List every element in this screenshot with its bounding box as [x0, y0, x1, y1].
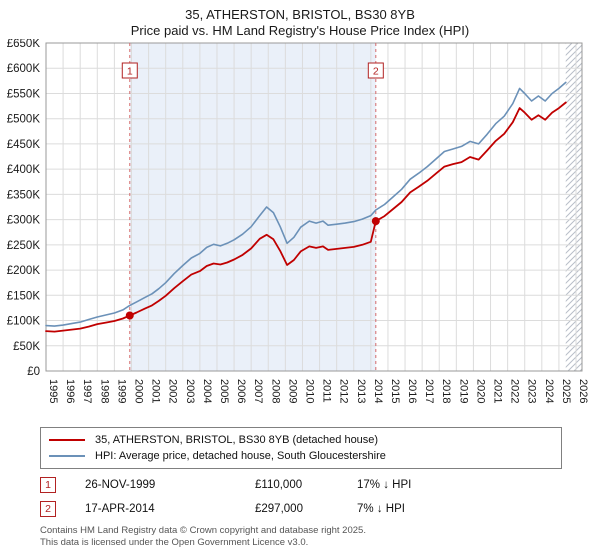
- future-hatch-region: [565, 43, 582, 371]
- page-subtitle: Price paid vs. HM Land Registry's House …: [130, 23, 470, 38]
- price-series-swatch: [49, 439, 85, 441]
- x-tick-label: 2024: [543, 379, 555, 403]
- x-tick-label: 2005: [218, 379, 230, 403]
- transaction-2-date: 17-APR-2014: [85, 503, 155, 515]
- y-tick-label: £600K: [7, 63, 41, 75]
- transaction-2-hpi-delta: 7% ↓ HPI: [357, 503, 405, 515]
- hpi-series-line: [45, 81, 567, 327]
- transaction-row: 2 17-APR-2014 £297,000 7% ↓ HPI: [40, 501, 600, 517]
- y-tick-label: £350K: [7, 189, 41, 201]
- x-tick-label: 2009: [286, 379, 298, 403]
- legend-item-hpi: HPI: Average price, detached house, Sout…: [49, 448, 553, 464]
- legend-label-price: 35, ATHERSTON, BRISTOL, BS30 8YB (detach…: [95, 434, 379, 446]
- x-tick-label: 2017: [423, 379, 435, 403]
- y-tick-label: £300K: [7, 215, 41, 227]
- x-tick-label: 2003: [184, 379, 196, 403]
- y-tick-label: £50K: [13, 341, 40, 353]
- transaction-2-badge: 2: [40, 501, 56, 517]
- transaction-1-price: £110,000: [255, 479, 303, 491]
- y-tick-label: £450K: [7, 139, 41, 151]
- x-tick-label: 2020: [474, 379, 486, 403]
- x-tick-label: 2012: [338, 379, 350, 403]
- x-tick-label: 2006: [235, 379, 247, 403]
- x-tick-label: 2007: [252, 379, 264, 403]
- x-tick-label: 2026: [577, 379, 589, 403]
- x-tick-label: 2010: [303, 379, 315, 403]
- x-tick-label: 2000: [132, 379, 144, 403]
- y-tick-label: £500K: [7, 114, 41, 126]
- chart-titles: 35, ATHERSTON, BRISTOL, BS30 8YB Price p…: [0, 0, 600, 39]
- footer-line-2: This data is licensed under the Open Gov…: [40, 536, 309, 548]
- x-tick-label: 1995: [47, 379, 59, 403]
- transaction-1-hpi-delta: 17% ↓ HPI: [357, 479, 412, 491]
- y-tick-label: £0: [27, 366, 40, 378]
- x-tick-label: 1998: [98, 379, 110, 403]
- x-tick-label: 2016: [406, 379, 418, 403]
- sale-number-badge: [367, 62, 384, 79]
- transaction-row: 1 26-NOV-1999 £110,000 17% ↓ HPI: [40, 477, 600, 493]
- sale-number-badge: [121, 62, 138, 79]
- x-tick-label: 2018: [440, 379, 452, 403]
- price-chart: 1 2 £0 £50K £100K £150K £200K £250K £300K £350K £4…: [7, 39, 589, 403]
- x-tick-label: 1999: [115, 379, 127, 403]
- y-tick-label: £200K: [7, 265, 41, 277]
- y-tick-label: £250K: [7, 240, 41, 252]
- transaction-2-price: £297,000: [255, 503, 303, 515]
- hpi-series-swatch: [49, 455, 85, 457]
- x-tick-label: 2022: [509, 379, 521, 403]
- x-tick-label: 2004: [201, 379, 213, 403]
- y-tick-label: £650K: [7, 39, 41, 50]
- x-tick-label: 1997: [81, 379, 93, 403]
- plot-border: [45, 42, 583, 372]
- sale-number-label: 2: [373, 66, 379, 78]
- between-sales-shading: [129, 43, 376, 371]
- chart-legend: 35, ATHERSTON, BRISTOL, BS30 8YB (detach…: [40, 427, 562, 469]
- x-tick-label: 2021: [492, 379, 504, 403]
- x-tick-label: 2023: [526, 379, 538, 403]
- y-tick-label: £100K: [7, 316, 41, 328]
- transaction-1-date: 26-NOV-1999: [85, 479, 156, 491]
- y-tick-label: £150K: [7, 290, 41, 302]
- sale-point-dot: [371, 217, 380, 226]
- legend-item-price: 35, ATHERSTON, BRISTOL, BS30 8YB (detach…: [49, 432, 553, 448]
- copyright-footer: Contains HM Land Registry data © Crown c…: [40, 525, 600, 548]
- page-title: 35, ATHERSTON, BRISTOL, BS30 8YB: [185, 7, 415, 22]
- x-tick-label: 2008: [269, 379, 281, 403]
- sale-number-label: 1: [127, 66, 133, 78]
- x-tick-label: 2001: [150, 379, 162, 403]
- x-tick-label: 2019: [457, 379, 469, 403]
- transaction-1-badge: 1: [40, 477, 56, 493]
- y-tick-label: £550K: [7, 88, 41, 100]
- legend-label-hpi: HPI: Average price, detached house, Sout…: [95, 450, 386, 462]
- x-tick-label: 2025: [560, 379, 572, 403]
- x-tick-label: 2002: [167, 379, 179, 403]
- x-tick-label: 1996: [64, 379, 76, 403]
- y-tick-label: £400K: [7, 164, 41, 176]
- price-series-line: [45, 101, 567, 333]
- x-tick-label: 2013: [355, 379, 367, 403]
- transactions-table: 1 26-NOV-1999 £110,000 17% ↓ HPI 2 17-AP…: [40, 477, 600, 517]
- x-tick-label: 2014: [372, 379, 384, 403]
- x-tick-label: 2015: [389, 379, 401, 403]
- x-tick-label: 2011: [321, 379, 333, 403]
- sale-point-dot: [125, 311, 134, 320]
- footer-line-1: Contains HM Land Registry data © Crown c…: [40, 525, 366, 536]
